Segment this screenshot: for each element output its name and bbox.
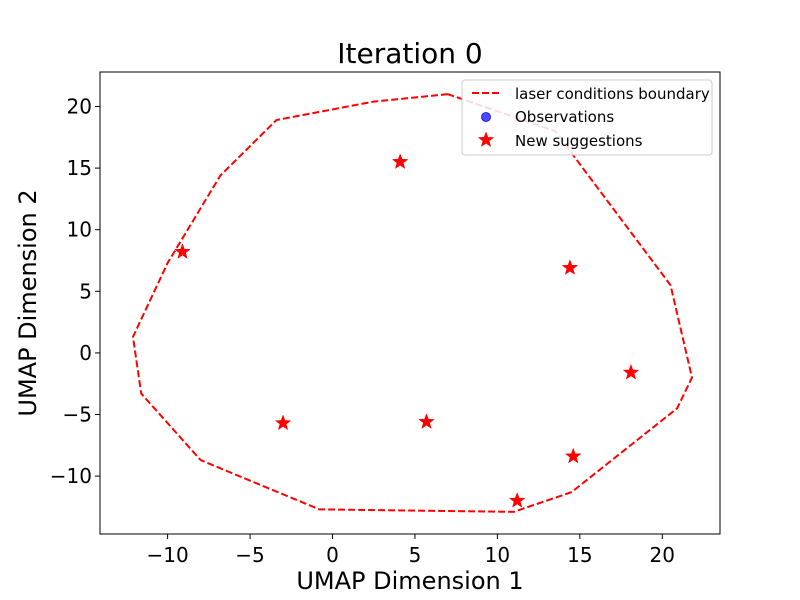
y-tick-label: −5 (63, 402, 92, 426)
y-tick-label: 0 (79, 341, 92, 365)
plot-area (131, 93, 694, 513)
y-tick-label: 10 (67, 218, 92, 242)
y-axis-label: UMAP Dimension 2 (14, 189, 42, 416)
legend-observations-marker-icon (481, 112, 491, 122)
x-tick-label: −10 (146, 543, 188, 567)
legend-boundary-label: laser conditions boundary (515, 85, 710, 103)
suggestion-point (508, 492, 526, 508)
x-tick-label: 15 (567, 543, 592, 567)
legend: laser conditions boundary Observations N… (461, 79, 713, 156)
boundary-line (131, 93, 694, 513)
legend-box (461, 79, 713, 156)
suggestion-point (418, 413, 435, 429)
suggestion-point (391, 153, 409, 170)
suggestion-point (274, 414, 292, 431)
suggestion-point (622, 363, 640, 380)
legend-suggestions-star-icon (477, 131, 495, 148)
legend-observations-label: Observations (515, 108, 614, 126)
y-axis: −10 −5 0 5 10 15 20 (50, 94, 100, 488)
plot-frame (99, 71, 721, 535)
y-tick-label: 15 (67, 156, 92, 180)
x-tick-label: 10 (485, 543, 510, 567)
y-tick-label: −10 (50, 464, 92, 488)
legend-suggestions-label: New suggestions (515, 132, 643, 150)
x-tick-label: −5 (235, 543, 264, 567)
suggestion-point (561, 259, 579, 275)
x-axis: −10 −5 0 5 10 15 20 (146, 534, 675, 567)
x-axis-label: UMAP Dimension 1 (296, 567, 523, 595)
suggestion-point (564, 447, 582, 464)
chart-title: Iteration 0 (337, 37, 482, 70)
y-tick-label: 20 (67, 94, 92, 118)
x-tick-label: 20 (650, 543, 675, 567)
x-tick-label: 0 (326, 543, 339, 567)
suggestion-point (174, 243, 191, 259)
x-tick-label: 5 (409, 543, 422, 567)
y-tick-label: 5 (79, 279, 92, 303)
